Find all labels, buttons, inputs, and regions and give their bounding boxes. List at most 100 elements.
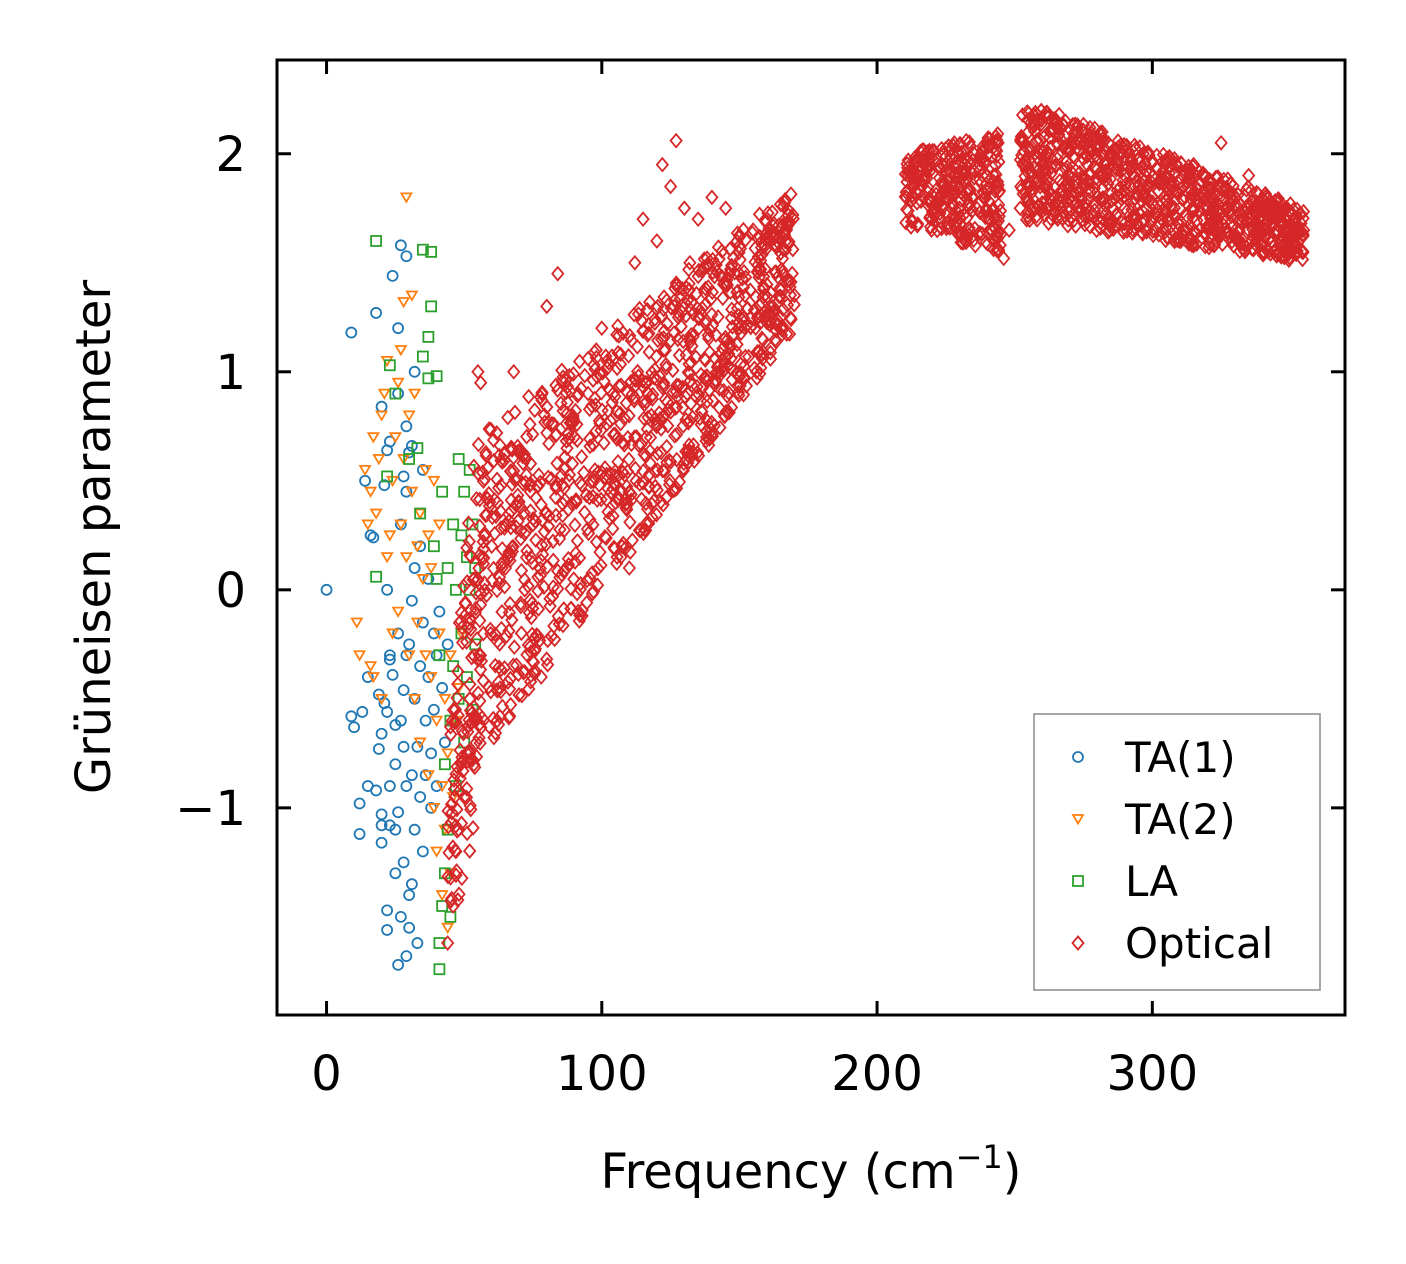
optical-cloud-point: [1070, 124, 1084, 141]
optical-cloud-point: [1256, 237, 1270, 253]
optical-cloud-point: [699, 433, 713, 449]
axes-frame: [275, 58, 1347, 1017]
optical-cloud-point: [503, 595, 517, 612]
optical-cloud-point: [1202, 239, 1216, 256]
optical-cloud-point: [709, 373, 723, 390]
optical-cloud-point: [720, 332, 734, 349]
data-point: [380, 552, 394, 564]
optical-cloud-point: [554, 395, 568, 412]
optical-cloud-point: [492, 659, 506, 676]
data-point: [389, 823, 402, 836]
optical-cloud-point: [1197, 225, 1211, 242]
data-point: [408, 823, 421, 836]
data-point: [1030, 106, 1044, 123]
data-point: [405, 290, 419, 302]
data-point: [746, 222, 760, 238]
optical-cloud-point: [1167, 150, 1182, 167]
optical-cloud-point: [952, 209, 967, 226]
optical-cloud-point: [628, 460, 643, 477]
optical-cloud-point: [637, 521, 652, 538]
optical-cloud-point: [469, 490, 484, 507]
optical-cloud-point: [583, 570, 597, 587]
optical-cloud-point: [460, 780, 474, 797]
optical-cloud-point: [1041, 109, 1056, 126]
optical-cloud-point: [483, 621, 498, 638]
optical-cloud-point: [614, 549, 628, 565]
optical-cloud-point: [772, 229, 786, 246]
optical-cloud-point: [610, 431, 624, 447]
optical-cloud-point: [640, 421, 654, 438]
optical-cloud-point: [591, 560, 605, 577]
optical-cloud-point: [683, 330, 697, 347]
optical-cloud-point: [711, 239, 726, 256]
optical-cloud-point: [590, 492, 604, 509]
optical-cloud-point: [586, 436, 600, 453]
optical-cloud-point: [731, 307, 746, 324]
optical-cloud-point: [1098, 168, 1113, 185]
optical-cloud-point: [979, 201, 993, 217]
data-point: [394, 345, 408, 357]
data-point: [348, 721, 360, 734]
data-point: [1288, 211, 1303, 228]
optical-cloud-point: [609, 555, 624, 572]
optical-cloud-point: [1093, 215, 1108, 232]
optical-cloud-point: [540, 656, 555, 673]
x-axis-label-superscript: −1: [956, 1138, 1003, 1176]
optical-cloud-point: [574, 448, 589, 465]
optical-cloud-point: [744, 319, 758, 336]
optical-cloud-point: [658, 342, 672, 359]
data-point: [381, 904, 394, 917]
optical-cloud-point: [677, 455, 691, 472]
data-point: [375, 693, 389, 706]
optical-cloud-point: [686, 305, 701, 322]
optical-cloud-point: [991, 177, 1005, 193]
optical-cloud-point: [542, 435, 556, 452]
optical-cloud-point: [734, 325, 748, 341]
data-point: [414, 507, 427, 520]
optical-cloud-point: [1180, 207, 1194, 224]
optical-cloud-point: [730, 377, 745, 394]
data-point: [383, 653, 396, 666]
data-point: [526, 516, 540, 533]
optical-cloud-point: [725, 301, 739, 318]
optical-cloud-point: [1189, 180, 1203, 197]
optical-cloud-point: [564, 600, 578, 617]
optical-cloud-point: [570, 416, 584, 433]
optical-cloud-point: [986, 241, 1001, 258]
optical-cloud-point: [632, 437, 646, 453]
optical-cloud-point: [471, 685, 485, 702]
optical-cloud-point: [1187, 200, 1201, 217]
data-point: [490, 712, 504, 729]
data-point: [518, 581, 532, 598]
optical-cloud-point: [601, 403, 615, 419]
data-point: [1173, 200, 1187, 217]
optical-cloud-point: [469, 734, 483, 751]
optical-cloud-point: [502, 709, 516, 726]
optical-cloud-point: [482, 421, 496, 437]
optical-cloud-point: [1282, 252, 1296, 269]
data-point: [375, 727, 388, 740]
optical-cloud-point: [648, 463, 662, 480]
optical-cloud-point: [770, 233, 784, 250]
optical-cloud-point: [479, 587, 494, 604]
optical-cloud-point: [1239, 181, 1254, 198]
optical-cloud-point: [1158, 223, 1172, 240]
data-point: [1002, 222, 1016, 238]
optical-cloud-point: [592, 365, 607, 382]
optical-cloud-point: [610, 360, 624, 377]
data-point: [370, 570, 382, 583]
optical-cloud-point: [1018, 151, 1033, 168]
optical-cloud-point: [616, 325, 630, 341]
optical-cloud-point: [645, 364, 659, 381]
optical-cloud-point: [732, 369, 747, 385]
data-point: [394, 239, 407, 252]
optical-cloud-point: [514, 595, 528, 612]
optical-cloud-point: [505, 442, 519, 458]
optical-cloud-point: [475, 464, 490, 481]
optical-cloud-point: [524, 667, 538, 684]
optical-cloud-point: [459, 634, 474, 650]
optical-cloud-point: [553, 521, 567, 538]
optical-cloud-point: [1124, 160, 1138, 177]
optical-cloud-point: [549, 477, 563, 494]
legend-label: Optical: [1125, 919, 1273, 968]
